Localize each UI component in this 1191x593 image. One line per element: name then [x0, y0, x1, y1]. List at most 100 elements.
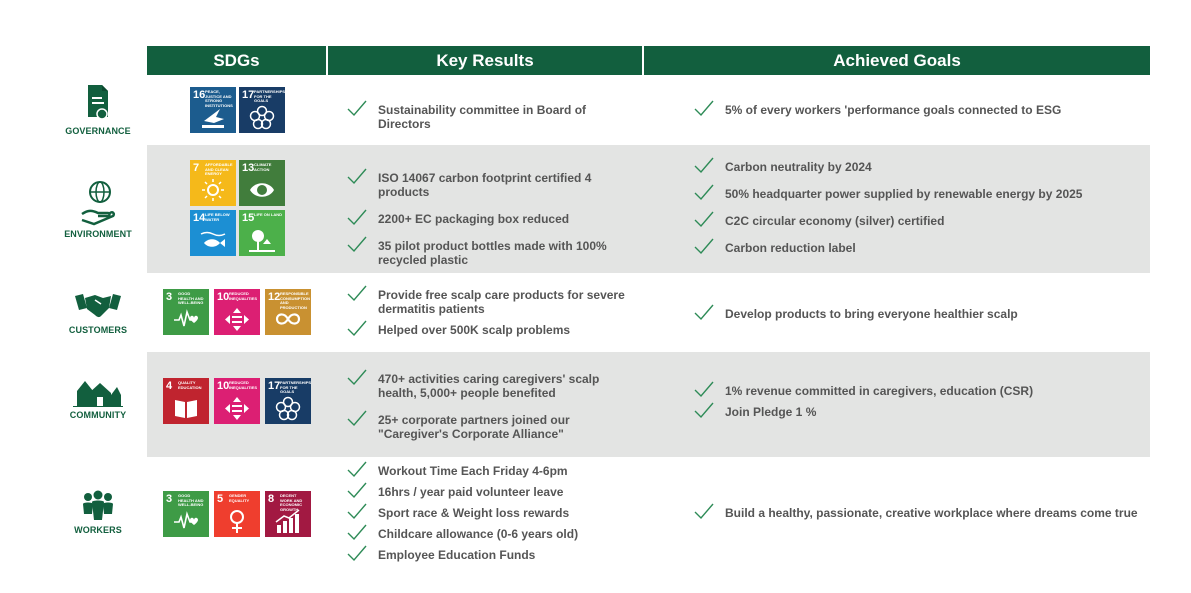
list-item: 5% of every workers 'performance goals c… [694, 100, 1144, 117]
checkmark-icon [694, 503, 714, 520]
flower-ring-icon [275, 396, 301, 421]
header-achieved-goals: Achieved Goals [644, 46, 1150, 75]
checkmark-icon [347, 369, 367, 386]
sdg-title: GENDER EQUALITY [229, 493, 250, 503]
checkmark-icon [347, 236, 367, 253]
list-item-text: 16hrs / year paid volunteer leave [378, 485, 564, 499]
achieved-goals-community: 1% revenue committed in caregivers, educ… [694, 381, 1144, 419]
list-item-text: 25+ corporate partners joined our "Careg… [378, 413, 570, 441]
list-item-text: 35 pilot product bottles made with 100% … [378, 239, 607, 267]
sdg-number: 10 [217, 291, 230, 303]
tree-icon [249, 230, 275, 252]
sdg-14-tile: 14 LIFE BELOW WATER [190, 210, 236, 256]
sdg-3-tile: 3 GOOD HEALTH AND WELL-BEING [163, 491, 209, 537]
list-item-text: C2C circular economy (silver) certified [725, 214, 945, 228]
checkmark-icon [347, 209, 367, 226]
sdg-number: 4 [166, 380, 173, 392]
list-item: 16hrs / year paid volunteer leave [347, 482, 637, 499]
sdg-8-tile: 8 DECENT WORK AND ECONOMIC GROWTH [265, 491, 311, 537]
sdg-10-tile: 10 REDUCED INEQUALITIES [214, 378, 260, 424]
checkmark-icon [694, 238, 714, 255]
checkmark-icon [347, 545, 367, 562]
key-results-workers: Workout Time Each Friday 4-6pm 16hrs / ye… [347, 461, 637, 562]
gender-icon [230, 510, 244, 533]
list-item: 35 pilot product bottles made with 100% … [347, 236, 637, 267]
sdg-13-tile: 13 CLIMATE ACTION [239, 160, 285, 206]
list-item-text: Build a healthy, passionate, creative wo… [725, 506, 1138, 520]
list-item-text: 470+ activities caring caregivers' scalp… [378, 372, 600, 400]
sdg-number: 17 [242, 89, 255, 101]
sun-icon [202, 179, 224, 201]
checkmark-icon [347, 410, 367, 427]
list-item-text: 1% revenue committed in caregivers, educ… [725, 384, 1034, 398]
category-label: CUSTOMERS [68, 325, 128, 335]
key-results-environment: ISO 14067 carbon footprint certified 4 p… [347, 168, 637, 267]
sdg-7-tile: 7 AFFORDABLE AND CLEAN ENERGY [190, 160, 236, 206]
sdg-3-tile: 3 GOOD HEALTH AND WELL-BEING [163, 289, 209, 335]
eye-globe-icon [250, 183, 274, 197]
document-badge-icon [88, 85, 108, 120]
sdg-title: DECENT WORK AND ECONOMIC GROWTH [280, 493, 303, 512]
list-item-text: Carbon reduction label [725, 241, 856, 255]
header-sdgs: SDGs [147, 46, 326, 75]
houses-trees-icon [73, 381, 123, 407]
achieved-goals-customers: Develop products to bring everyone healt… [694, 304, 1144, 321]
checkmark-icon [694, 157, 714, 174]
list-item: Build a healthy, passionate, creative wo… [694, 503, 1144, 520]
list-item: Workout Time Each Friday 4-6pm [347, 461, 637, 478]
people-group-icon [83, 490, 113, 520]
list-item-text: 2200+ EC packaging box reduced [378, 212, 570, 226]
list-item: 2200+ EC packaging box reduced [347, 209, 637, 226]
list-item-text: 50% headquarter power supplied by renewa… [725, 187, 1083, 201]
sdg-number: 13 [242, 162, 255, 174]
list-item: Childcare allowance (0-6 years old) [347, 524, 637, 541]
sdg-17-tile: 17 PARTNERSHIPS FOR THE GOALS [265, 378, 311, 424]
list-item: 50% headquarter power supplied by renewa… [694, 184, 1144, 201]
checkmark-icon [694, 100, 714, 117]
fish-icon [200, 231, 226, 247]
sdg-title: REDUCED INEQUALITIES [229, 291, 258, 301]
list-item-text: Employee Education Funds [378, 548, 536, 562]
list-item-text: Workout Time Each Friday 4-6pm [378, 464, 568, 478]
sdg-16-tile: 16 PEACE, JUSTICE AND STRONG INSTITUTIONS [190, 87, 236, 133]
sdg-number: 14 [193, 212, 206, 224]
heartbeat-icon [174, 309, 198, 327]
list-item: Employee Education Funds [347, 545, 637, 562]
sdg-title: GOOD HEALTH AND WELL-BEING [178, 493, 204, 507]
sdg-12-tile: 12 RESPONSIBLE CONSUMPTION AND PRODUCTION [265, 289, 311, 335]
sdg-number: 15 [242, 212, 255, 224]
heartbeat-icon [174, 511, 198, 529]
book-icon [175, 400, 197, 418]
checkmark-icon [694, 402, 714, 419]
list-item: ISO 14067 carbon footprint certified 4 p… [347, 168, 637, 199]
dove-icon [202, 109, 224, 128]
checkmark-icon [347, 100, 367, 117]
category-customers: CUSTOMERS [56, 290, 140, 335]
sdg-tiles-environment: 7 AFFORDABLE AND CLEAN ENERGY 13 CLIMATE AC… [190, 160, 290, 256]
list-item: Sport race & Weight loss rewards [347, 503, 637, 520]
list-item: 25+ corporate partners joined our "Careg… [347, 410, 637, 441]
sdg-title: PEACE, JUSTICE AND STRONG INSTITUTIONS [205, 89, 233, 108]
checkmark-icon [694, 381, 714, 398]
infinity-icon [275, 313, 301, 325]
list-item: Sustainability committee in Board of Dir… [347, 100, 637, 131]
list-item-text: ISO 14067 carbon footprint certified 4 p… [378, 171, 592, 199]
checkmark-icon [347, 285, 367, 302]
category-label: WORKERS [74, 525, 122, 535]
sdg-title: LIFE ON LAND [254, 212, 282, 217]
sdg-title: QUALITY EDUCATION [178, 380, 202, 390]
achieved-goals-governance: 5% of every workers 'performance goals c… [694, 100, 1144, 117]
achieved-goals-environment: Carbon neutrality by 2024 50% headquarter… [694, 157, 1144, 255]
category-governance: GOVERNANCE [56, 83, 140, 136]
equality-icon [225, 397, 249, 420]
key-results-customers: Provide free scalp care products for sev… [347, 285, 637, 337]
sdg-title: PARTNERSHIPS FOR THE GOALS [280, 380, 312, 394]
sdg-tiles-community: 4 QUALITY EDUCATION 10 REDUCED INEQUALITIES… [163, 378, 318, 424]
sdg-title: CLIMATE ACTION [254, 162, 272, 172]
checkmark-icon [694, 184, 714, 201]
row-environment-bg [147, 145, 1150, 273]
flower-ring-icon [249, 105, 275, 130]
sdg-tiles-workers: 3 GOOD HEALTH AND WELL-BEING 5 GENDER EQUAL… [163, 491, 318, 537]
sdg-number: 10 [217, 380, 230, 392]
sdg-number: 5 [217, 493, 224, 505]
